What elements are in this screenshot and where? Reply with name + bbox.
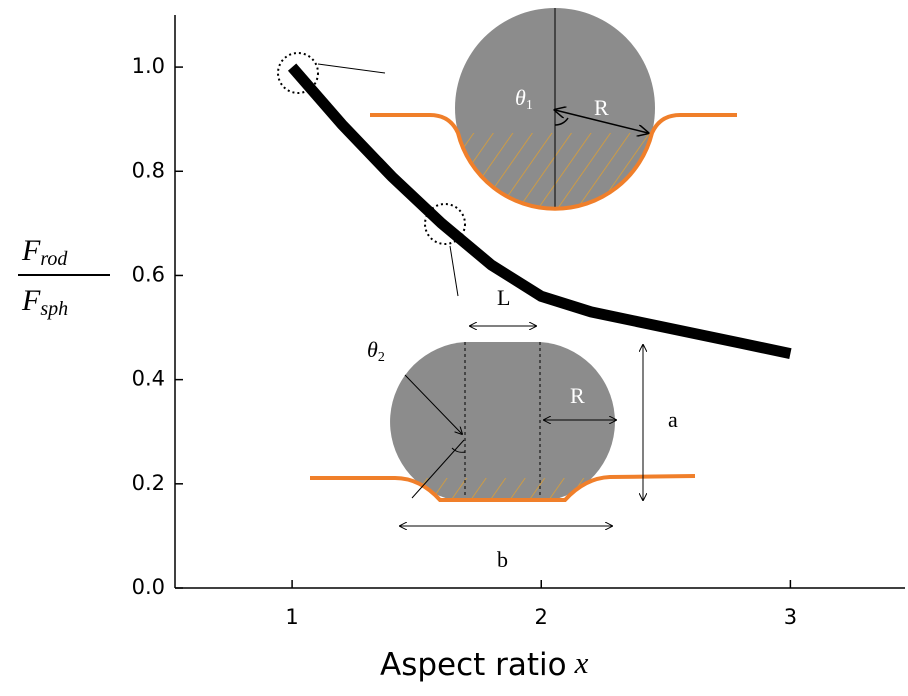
y-tick-label: 0.2 [132,471,165,495]
y-tick-label: 0.8 [132,158,165,182]
x-label-variable: x [574,645,589,680]
y-label-num-sub: rod [40,248,68,270]
x-label-text: Aspect ratio [380,647,567,683]
svg-text:Frod: Frod [21,234,68,270]
y-label-den: F [21,284,41,317]
rod-inset: θ2 L R a b [310,285,696,572]
theta-label: θ1 [515,85,533,113]
x-tick-label: 1 [285,605,298,629]
theta-label: θ2 [367,337,385,365]
theta-sub: 2 [378,350,385,365]
radius-label: R [570,383,585,408]
y-tick-label: 0.6 [132,262,165,286]
pointer-circle [277,52,319,94]
x-tick-label: 2 [535,605,548,629]
sphere-inset: θ1 R [370,8,737,211]
radius-label: R [594,95,609,120]
y-tick-label: 0.4 [132,367,165,391]
width-label: b [497,547,508,572]
y-tick-label: 0.0 [132,575,165,599]
pointer-line [317,63,386,74]
y-axis-label: Frod Fsph [18,234,110,320]
theta: θ [367,337,378,362]
theta: θ [515,85,526,110]
y-tick-label: 1.0 [132,54,165,78]
pointer-line [449,245,459,297]
svg-text:Fsph: Fsph [21,284,68,320]
y-label-den-sub: sph [40,298,68,320]
theta-sub: 1 [526,98,533,113]
x-tick-label: 3 [784,605,797,629]
length-label: L [497,285,510,310]
height-label: a [668,407,678,432]
pointer-circle [424,203,466,245]
data-line [287,63,792,359]
y-label-num: F [21,234,41,267]
x-axis-label: Aspect ratio x [380,645,589,682]
